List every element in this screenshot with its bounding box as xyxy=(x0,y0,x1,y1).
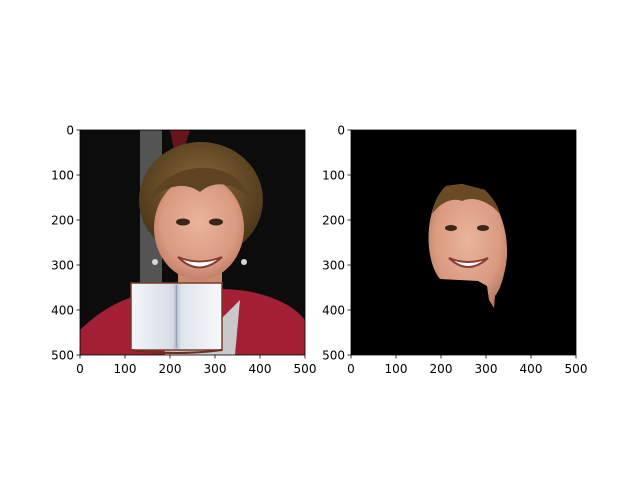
left-xtick-label: 300 xyxy=(204,362,227,376)
right-xtick-label: 200 xyxy=(430,362,453,376)
right-xtick-label: 400 xyxy=(520,362,543,376)
segmented-face-image xyxy=(351,130,576,355)
portrait-photo xyxy=(80,130,305,355)
left-ytick-label: 400 xyxy=(51,304,74,318)
right-ytick-label: 500 xyxy=(322,349,345,363)
left-ytick-label: 0 xyxy=(66,124,74,138)
left-xtick-label: 500 xyxy=(294,362,317,376)
right-xtick-label: 300 xyxy=(475,362,498,376)
left-ytick-label: 300 xyxy=(51,259,74,273)
right-xtick-label: 500 xyxy=(565,362,588,376)
left-ytick-label: 100 xyxy=(51,169,74,183)
left-ytick-label: 500 xyxy=(51,349,74,363)
right-ytick-label: 0 xyxy=(337,124,345,138)
book-overlay xyxy=(130,282,223,354)
left-xtick-label: 100 xyxy=(114,362,137,376)
right-xtick-label: 0 xyxy=(347,362,355,376)
left-xtick-label: 0 xyxy=(76,362,84,376)
left-ytick-label: 200 xyxy=(51,214,74,228)
right-ytick-label: 200 xyxy=(322,214,345,228)
left-axes-frame xyxy=(79,129,306,356)
right-ytick-label: 400 xyxy=(322,304,345,318)
right-xtick-label: 100 xyxy=(385,362,408,376)
right-axes-frame xyxy=(350,129,577,356)
left-xtick-label: 400 xyxy=(249,362,272,376)
left-xtick-label: 200 xyxy=(159,362,182,376)
right-ytick-label: 100 xyxy=(322,169,345,183)
right-ytick-label: 300 xyxy=(322,259,345,273)
